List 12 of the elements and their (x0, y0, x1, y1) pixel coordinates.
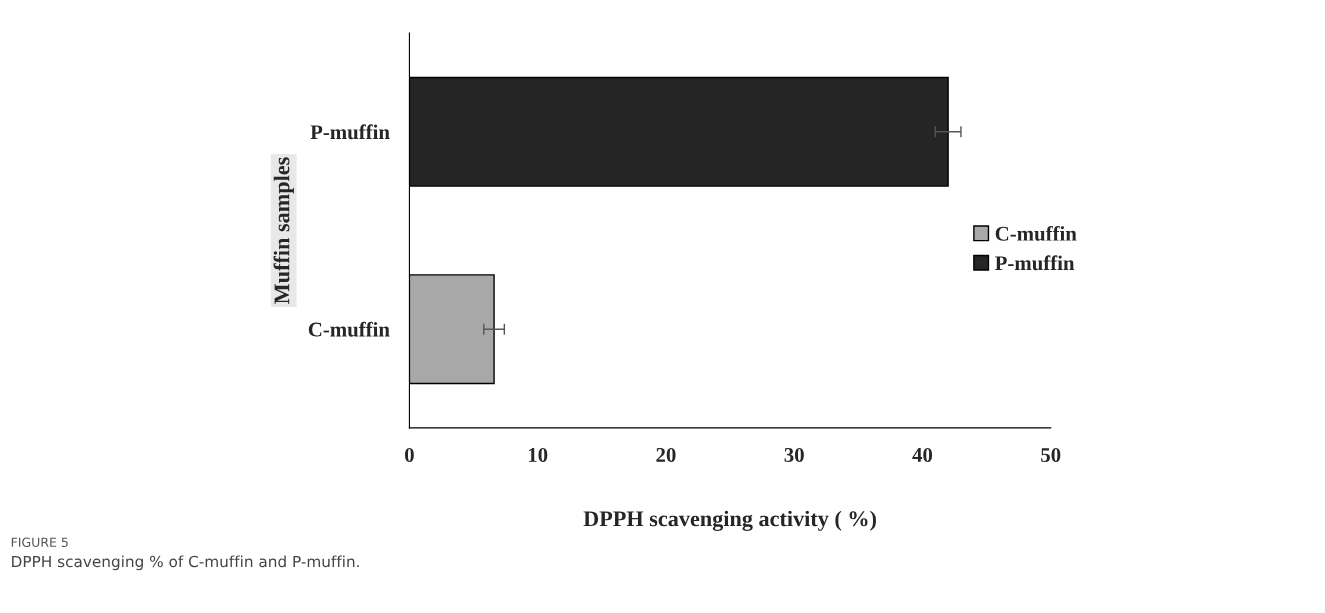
x-tick-label: 20 (656, 447, 676, 462)
x-tick-label: 0 (405, 447, 414, 462)
x-tick-label: 50 (1041, 447, 1061, 462)
caption: FIGURE 5 (11, 537, 68, 547)
text: DPPH scavenging % of C-muffin and P-muffin. (12, 555, 359, 571)
legend-label: P-muffin (995, 255, 1075, 271)
x-tick-label: 30 (784, 447, 804, 462)
legend-label: C-muffin (995, 225, 1077, 241)
x-tick-label: 10 (528, 447, 548, 462)
x-axis-title: DPPH scavenging activity ( %) (583, 510, 876, 531)
x-tick-label: 40 (912, 447, 933, 462)
y-axis-title: Muffin samples (273, 157, 294, 304)
